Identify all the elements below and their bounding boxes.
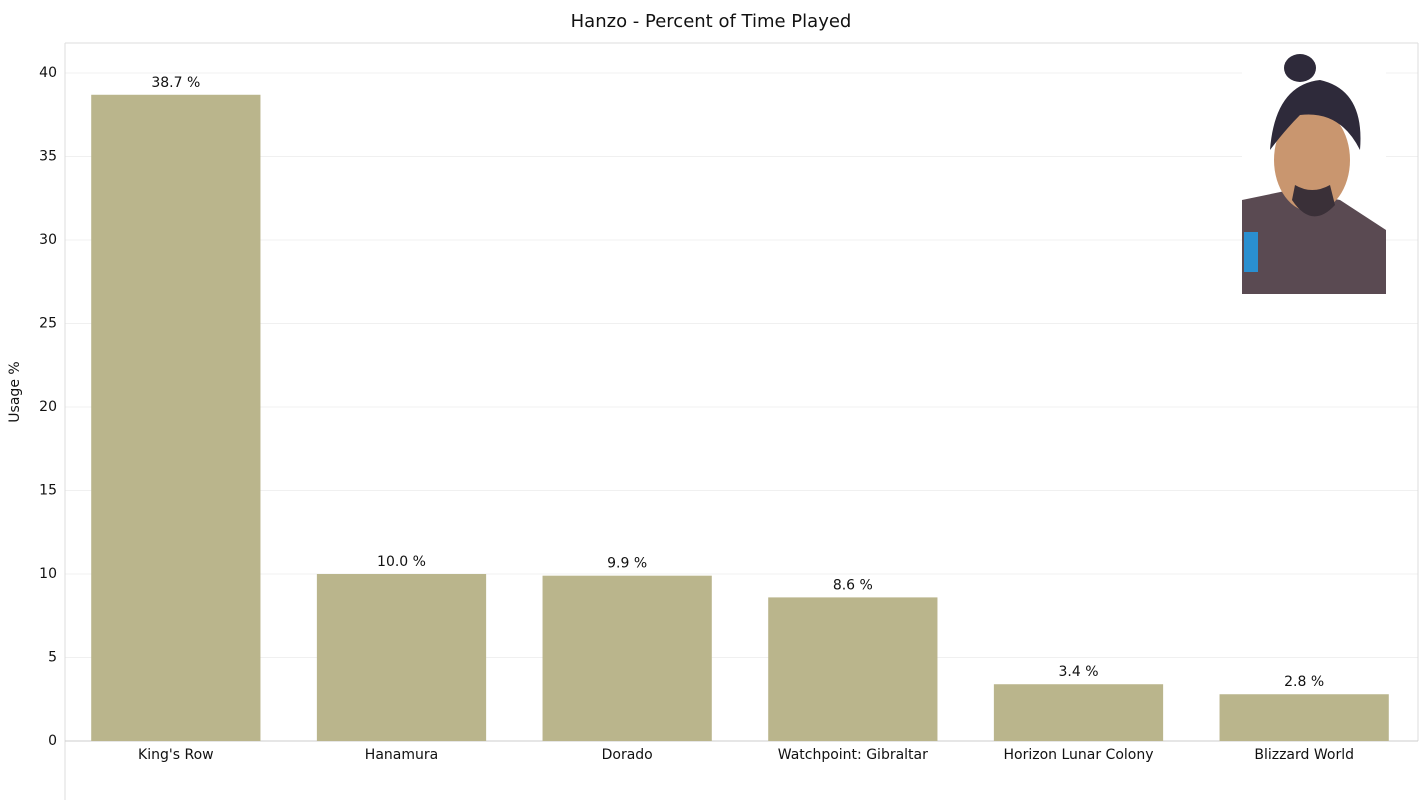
x-tick-label: Hanamura (365, 747, 438, 763)
value-label: 2.8 % (1284, 674, 1324, 690)
portrait-accent (1244, 232, 1258, 272)
value-label: 3.4 % (1058, 664, 1098, 680)
value-label: 10.0 % (377, 554, 426, 570)
x-tick-label: Watchpoint: Gibraltar (778, 747, 928, 763)
y-tick-label: 5 (48, 650, 57, 666)
x-tick-label: King's Row (138, 747, 214, 763)
portrait-face (1274, 108, 1350, 212)
portrait-topknot (1284, 54, 1316, 82)
portrait-hair (1270, 80, 1361, 150)
y-tick-label: 15 (39, 483, 57, 499)
y-tick-label: 40 (39, 65, 57, 81)
hero-portrait (1242, 52, 1386, 294)
bar (316, 574, 487, 741)
bar (91, 94, 261, 741)
y-tick-label: 25 (39, 316, 57, 332)
x-tick-label: Blizzard World (1254, 747, 1354, 763)
value-label: 8.6 % (833, 577, 873, 593)
portrait-beard (1292, 185, 1335, 217)
value-label: 9.9 % (607, 556, 647, 572)
y-tick-label: 0 (48, 733, 57, 749)
bar (993, 684, 1164, 741)
value-label: 38.7 % (151, 75, 200, 91)
chart-title: Hanzo - Percent of Time Played (571, 11, 852, 32)
y-tick-label: 35 (39, 149, 57, 165)
x-tick-label: Horizon Lunar Colony (1003, 747, 1153, 763)
bar (542, 575, 712, 741)
plot-frame (64, 42, 1419, 800)
y-axis-label: Usage % (7, 361, 23, 422)
y-tick-label: 10 (39, 566, 57, 582)
y-tick-label: 30 (39, 232, 57, 248)
bar (768, 597, 938, 741)
bar (1219, 694, 1389, 741)
y-tick-label: 20 (39, 399, 57, 415)
portrait-shoulder (1242, 190, 1386, 294)
x-tick-label: Dorado (602, 747, 653, 763)
